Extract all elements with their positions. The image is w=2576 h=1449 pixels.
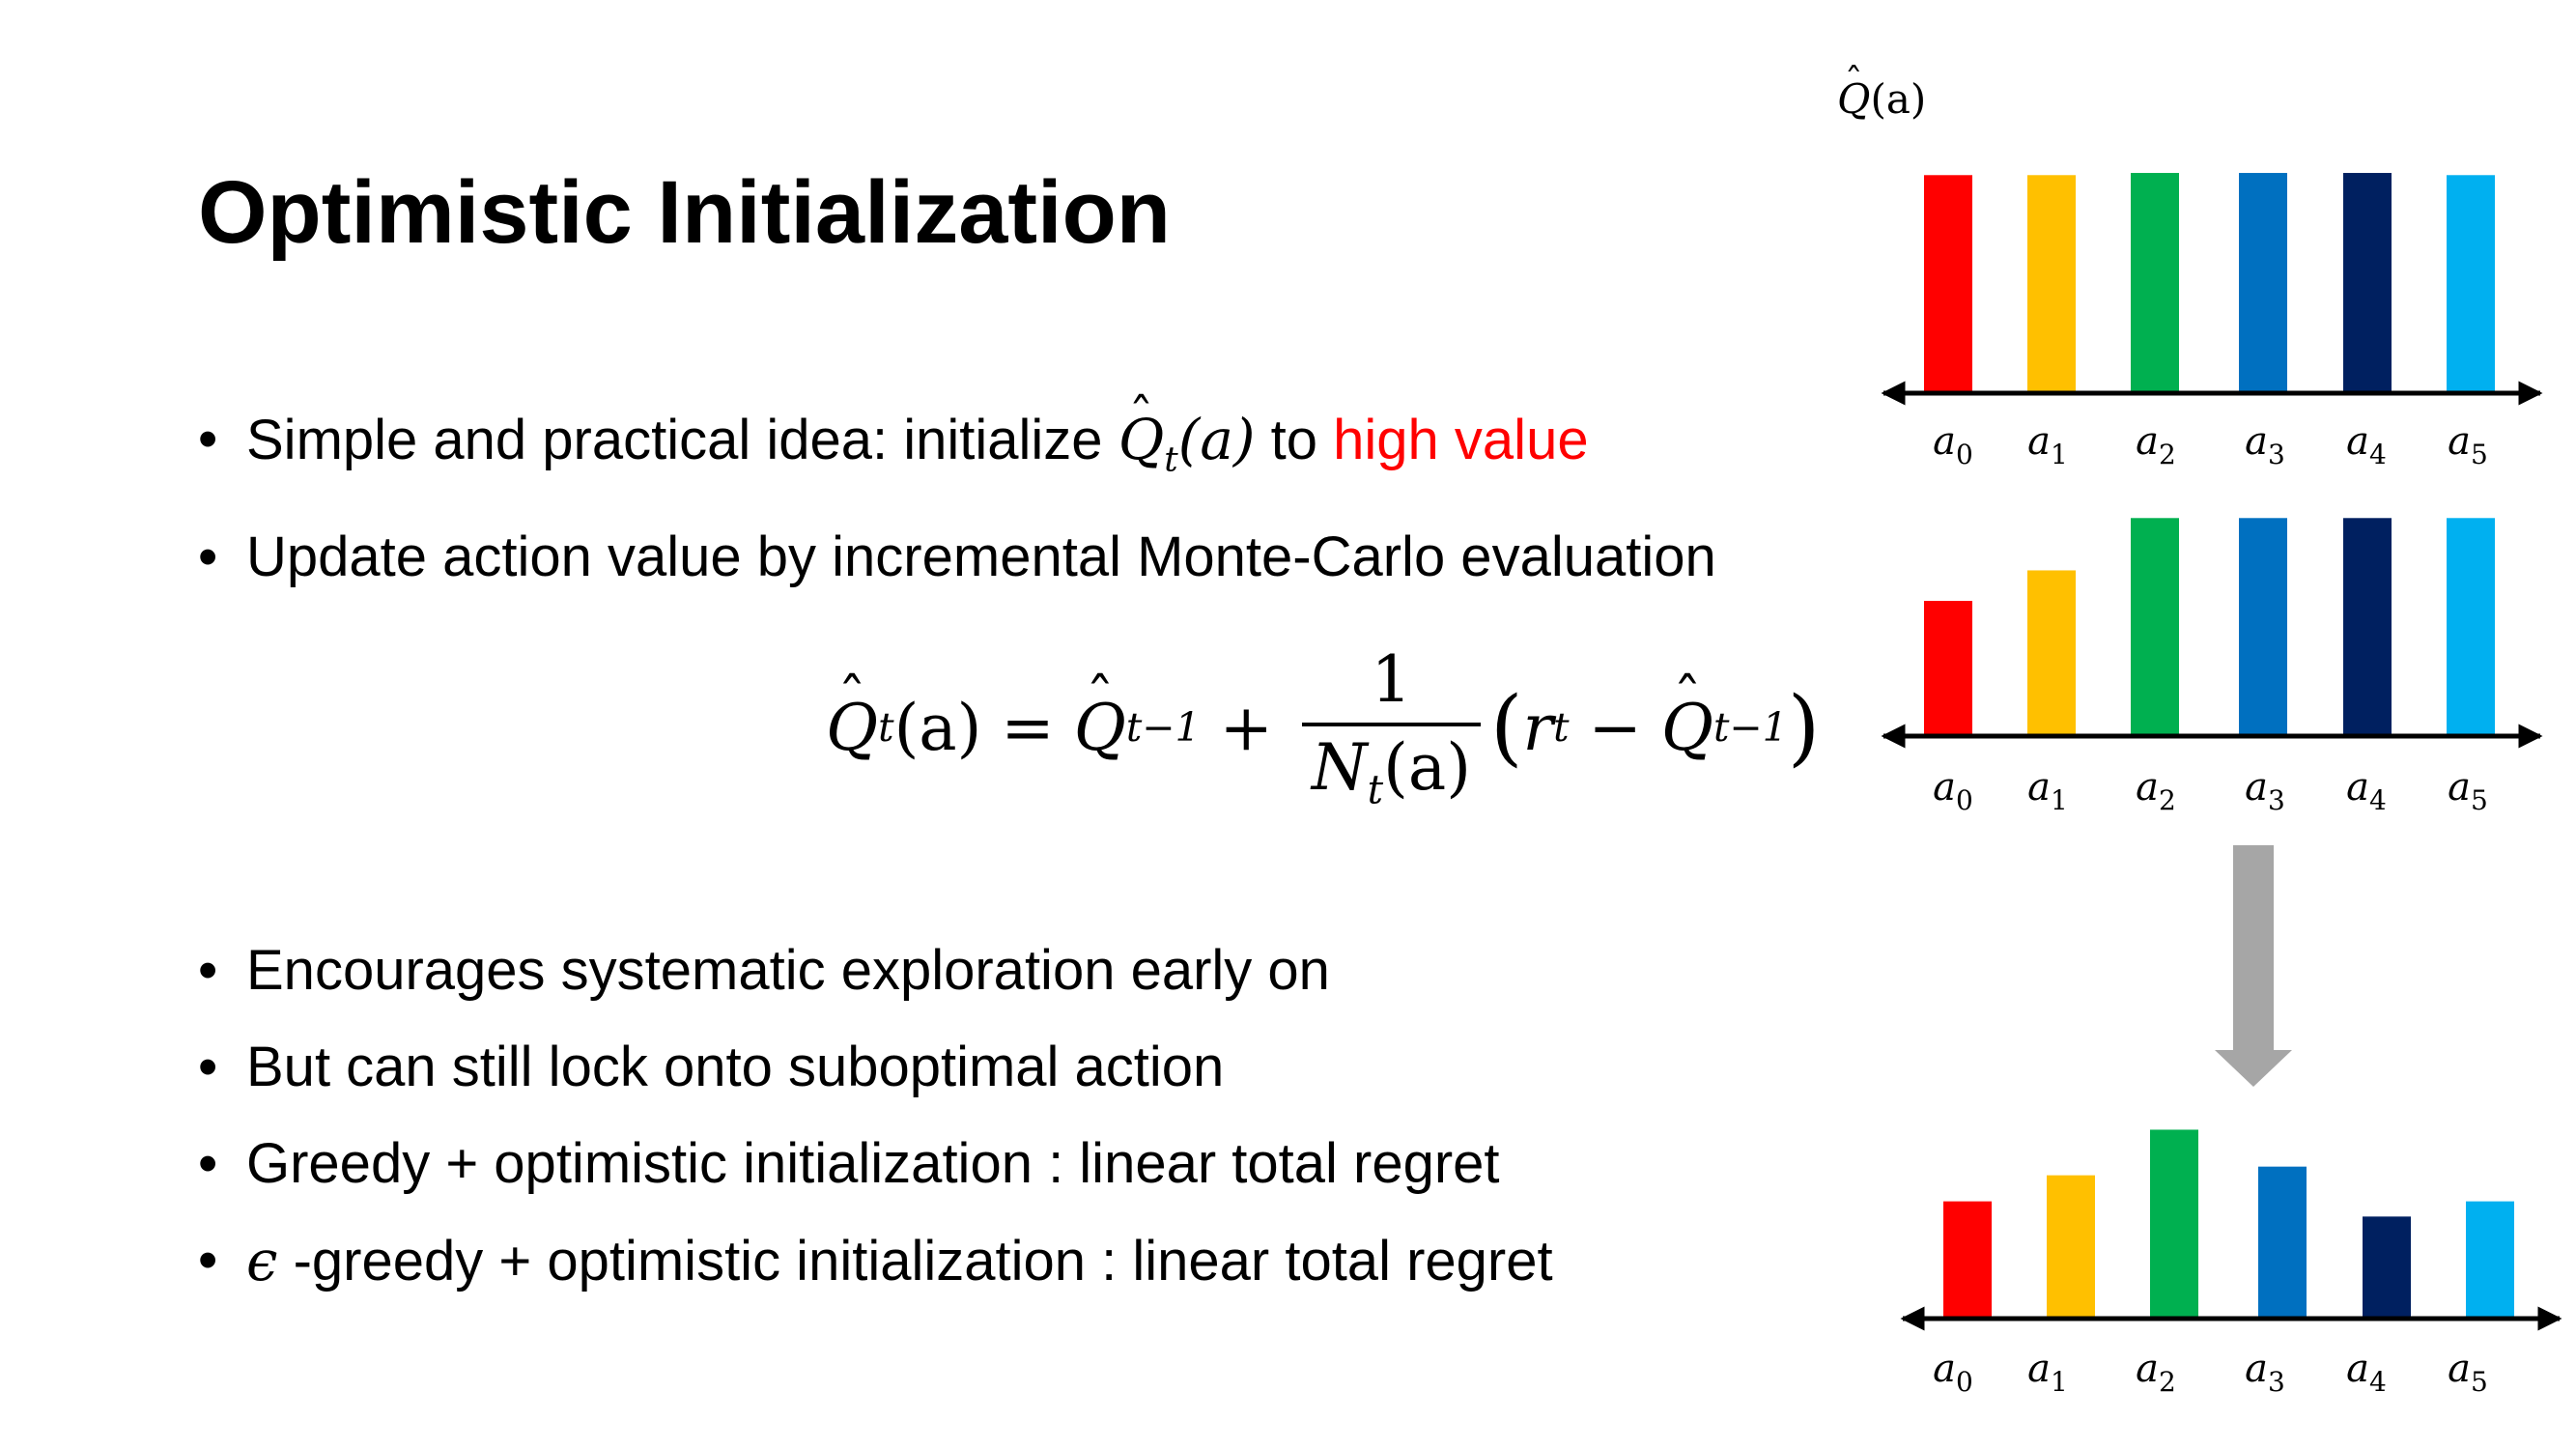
bar-a3: [2258, 1166, 2307, 1319]
bar-chart-1: a0 a1 a2 a3 a4 a5: [1881, 173, 2543, 470]
bar-a5: [2447, 518, 2495, 736]
bar-chart-3: a0 a1 a2 a3 a4 a5: [1900, 1129, 2562, 1398]
tick-label-a1: a1: [2027, 1347, 2068, 1398]
highlight-text: high value: [1333, 409, 1589, 471]
bullet-list-bottom: Encourages systematic exploration early …: [198, 923, 1840, 1310]
bar-a4: [2343, 518, 2392, 736]
bar-a0: [1924, 601, 1972, 736]
bullet-text: Simple and practical idea: initialize: [246, 409, 1118, 471]
bullet-text-mid: to: [1255, 409, 1334, 471]
tick-label-a4: a4: [2346, 419, 2387, 470]
bar-a5: [2466, 1201, 2514, 1319]
tick-label-a0: a0: [1933, 765, 1973, 816]
bar-a1: [2027, 175, 2076, 393]
bar-a1: [2047, 1175, 2095, 1319]
tick-label-a2: a2: [2136, 765, 2176, 816]
bar-chart-2: a0 a1 a2 a3 a4 a5: [1881, 518, 2543, 816]
bar-a3: [2239, 518, 2287, 736]
tick-label-a5: a5: [2448, 765, 2488, 816]
bullet-suboptimal: But can still lock onto suboptimal actio…: [198, 1019, 1840, 1116]
chart-y-label: Q(a): [1837, 60, 1926, 123]
bullet-initialize: Simple and practical idea: initialize Qt…: [198, 370, 1840, 509]
tick-label-a4: a4: [2346, 1347, 2387, 1398]
tick-label-a3: a3: [2245, 765, 2285, 816]
bar-a2: [2131, 518, 2179, 736]
bar-a1: [2027, 570, 2076, 736]
tick-label-a1: a1: [2027, 765, 2068, 816]
bar-a0: [1924, 175, 1972, 393]
math-q-hat: Qt(a): [1118, 370, 1256, 480]
tick-label-a3: a3: [2245, 1347, 2285, 1398]
bar-a2: [2150, 1129, 2198, 1319]
tick-label-a4: a4: [2346, 765, 2387, 816]
transition-arrow: [2215, 845, 2292, 1087]
bullet-exploration: Encourages systematic exploration early …: [198, 923, 1840, 1019]
slide-title: Optimistic Initialization: [198, 163, 1171, 262]
bullet-list-top: Simple and practical idea: initialize Qt…: [198, 370, 1840, 606]
update-formula: Qt(a) = Qt−1 + 1 Nt(a) (rt − Qt−1): [826, 642, 1820, 812]
tick-label-a3: a3: [2245, 419, 2285, 470]
tick-label-a0: a0: [1933, 419, 1973, 470]
bar-a3: [2239, 173, 2287, 393]
bar-a5: [2447, 175, 2495, 393]
fraction: 1 Nt(a): [1301, 642, 1481, 812]
epsilon-symbol: ϵ: [246, 1228, 278, 1293]
tick-label-a0: a0: [1933, 1347, 1973, 1398]
tick-label-a5: a5: [2448, 419, 2488, 470]
tick-label-a2: a2: [2136, 1347, 2176, 1398]
bar-a4: [2343, 173, 2392, 393]
bullet-update: Update action value by incremental Monte…: [198, 509, 1840, 606]
bar-a2: [2131, 173, 2179, 393]
tick-label-a2: a2: [2136, 419, 2176, 470]
tick-label-a1: a1: [2027, 419, 2068, 470]
bullet-epsilon-greedy-regret: ϵ -greedy + optimistic initialization : …: [198, 1212, 1840, 1310]
bullet-greedy-regret: Greedy + optimistic initialization : lin…: [198, 1116, 1840, 1212]
tick-label-a5: a5: [2448, 1347, 2488, 1398]
bar-a0: [1943, 1201, 1992, 1319]
bar-a4: [2363, 1216, 2411, 1319]
